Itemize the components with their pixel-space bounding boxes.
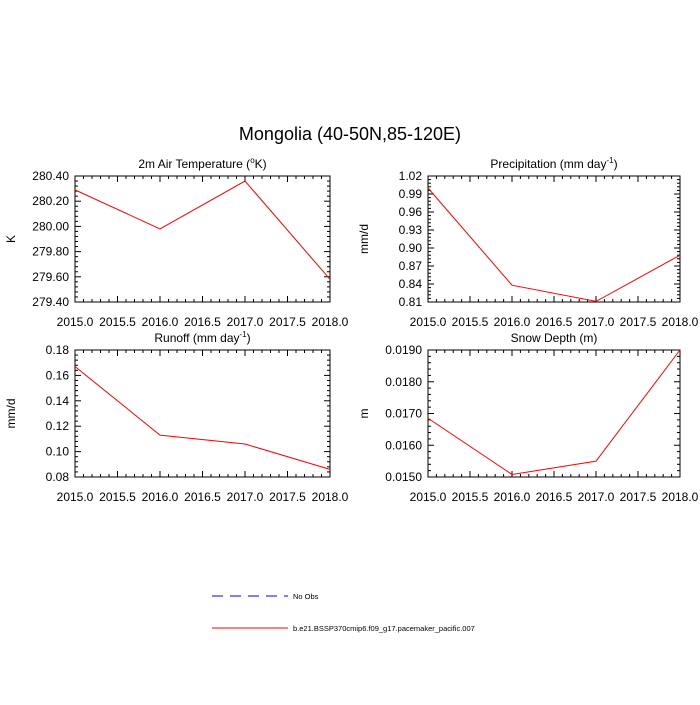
panel-title: Snow Depth (m) [511,331,598,345]
panel-4: Snow Depth (m) m 2015.0 2015.5 2016.0 2016.5 2… [357,331,699,504]
x-tick-label: 2016.5 [184,315,221,329]
x-tick-label: 2015.5 [452,490,489,504]
panel-title: Precipitation (mm day-1) [490,156,617,171]
x-tick-label: 2016.0 [142,315,179,329]
y-tick-label: 280.20 [32,194,69,208]
series-line [74,180,331,280]
figure-title: Mongolia (40-50N,85-120E) [239,124,461,144]
y-tick-label: 0.87 [399,259,423,273]
y-tick-label: 0.10 [46,445,70,459]
y-tick-label: 0.81 [399,295,423,309]
plot-frame [74,175,331,303]
y-tick-label: 0.14 [46,394,70,408]
y-tick-label: 1.02 [399,169,423,183]
y-tick-label: 0.12 [46,419,70,433]
y-tick-label: 0.18 [46,343,70,357]
x-tick-label: 2016.5 [184,490,221,504]
panel-1: 2m Air Temperature (oK) K 2015.0 2015.5 2016… [4,156,349,329]
y-axis-label: K [4,235,18,243]
x-tick-label: 2015.5 [99,490,136,504]
y-tick-label: 280.00 [32,219,69,233]
x-tick-label: 2017.0 [227,315,264,329]
plot-frame [427,349,681,478]
x-tick-label: 2018.0 [662,315,699,329]
y-axis-label: mm/d [4,399,18,429]
y-tick-label: 0.84 [399,277,423,291]
x-tick-label: 2018.0 [312,490,349,504]
panel-title: Runoff (mm day-1) [154,330,250,345]
y-tick-label: 280.40 [32,169,69,183]
x-tick-label: 2017.0 [578,315,615,329]
x-tick-label: 2016.5 [536,315,573,329]
plot-frame [427,175,681,303]
legend-label: b.e21.BSSP370cmip6.f09_g17.pacemaker_pac… [293,624,475,633]
x-tick-label: 2015.0 [410,315,447,329]
x-tick-label: 2016.5 [536,490,573,504]
y-tick-label: 0.90 [399,241,423,255]
y-tick-label: 279.80 [32,245,69,259]
x-tick-label: 2018.0 [662,490,699,504]
series-line [74,366,331,470]
x-tick-label: 2017.5 [269,315,306,329]
panel-3: Runoff (mm day-1) mm/d 2015.0 2015.5 2016.0 2… [4,330,349,504]
x-tick-label: 2017.5 [269,490,306,504]
x-tick-label: 2018.0 [312,315,349,329]
x-tick-label: 2015.5 [99,315,136,329]
y-tick-label: 0.0160 [385,438,422,452]
panels: 2m Air Temperature (oK) K 2015.0 2015.5 2016… [4,156,699,504]
y-axis-label: mm/d [357,224,371,254]
y-axis-label: m [357,409,371,419]
y-tick-label: 0.99 [399,187,423,201]
legend: No Obs b.e21.BSSP370cmip6.f09_g17.pacemak… [212,592,475,633]
x-tick-label: 2016.0 [142,490,179,504]
y-tick-label: 0.93 [399,223,423,237]
y-tick-label: 0.16 [46,368,70,382]
legend-label: No Obs [293,592,319,601]
panel-title: 2m Air Temperature (oK) [138,156,266,171]
x-tick-label: 2017.5 [620,490,657,504]
x-tick-label: 2015.5 [452,315,489,329]
x-tick-label: 2017.0 [227,490,264,504]
x-tick-label: 2017.5 [620,315,657,329]
y-tick-label: 279.60 [32,270,69,284]
x-tick-label: 2016.0 [494,315,531,329]
y-tick-label: 279.40 [32,295,69,309]
series-line [427,187,681,302]
y-tick-label: 0.0150 [385,470,422,484]
y-tick-label: 0.0180 [385,375,422,389]
x-tick-label: 2017.0 [578,490,615,504]
y-tick-label: 0.0190 [385,343,422,357]
y-tick-label: 0.08 [46,470,70,484]
x-tick-label: 2015.0 [57,490,94,504]
panel-2: Precipitation (mm day-1) mm/d 2015.0 2015.5… [357,156,699,329]
y-tick-label: 0.96 [399,205,423,219]
y-tick-label: 0.0170 [385,407,422,421]
series-line [427,349,681,475]
x-tick-label: 2015.0 [410,490,447,504]
x-tick-label: 2015.0 [57,315,94,329]
x-tick-label: 2016.0 [494,490,531,504]
